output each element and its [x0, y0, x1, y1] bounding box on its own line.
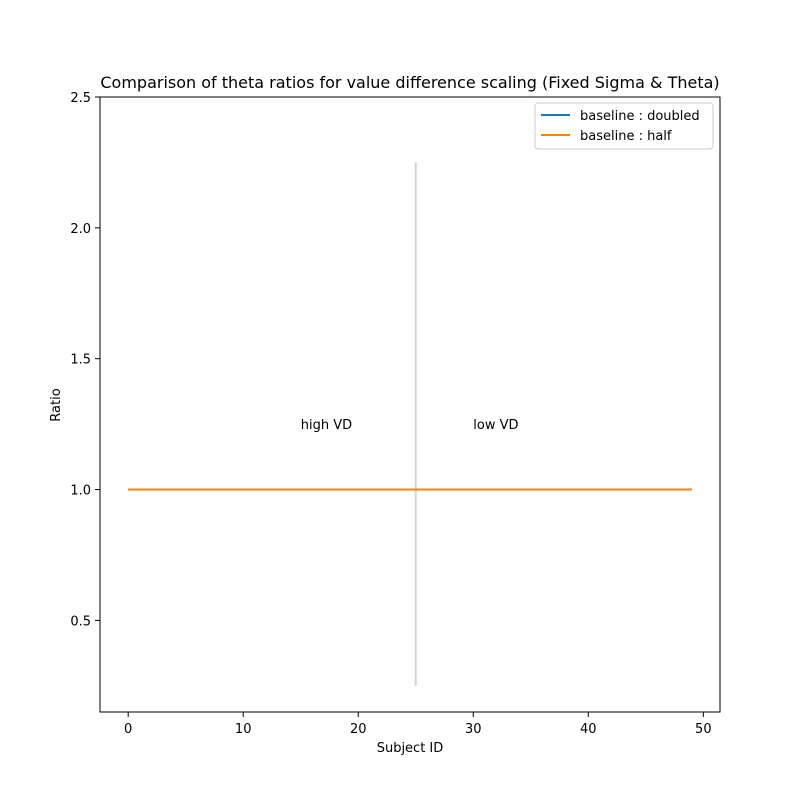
annotation-1: low VD	[473, 418, 518, 433]
plot-frame	[99, 96, 721, 713]
x-tick-label-0: 0	[124, 722, 132, 737]
y-axis-ticks: 0.5 1.0 1.5 2.0 2.5	[70, 91, 100, 629]
legend: baseline : doubled baseline : half	[534, 102, 714, 150]
x-axis-ticks: 0 10 20 30 40 50	[124, 712, 712, 737]
chart-title: Comparison of theta ratios for value dif…	[100, 73, 719, 92]
legend-label-doubled: baseline : doubled	[580, 109, 700, 124]
x-tick-label-5: 50	[695, 722, 712, 737]
y-tick-label-1: 1.0	[70, 484, 91, 499]
annotations: high VD low VD	[301, 418, 519, 433]
x-tick-label-1: 10	[235, 722, 252, 737]
annotation-0: high VD	[301, 418, 352, 433]
x-axis-label: Subject ID	[377, 741, 444, 756]
x-tick-label-3: 30	[465, 722, 482, 737]
legend-label-half: baseline : half	[580, 129, 672, 144]
y-tick-label-3: 2.0	[70, 222, 91, 237]
y-tick-label-0: 0.5	[70, 614, 91, 629]
plot-area: high VD low VD	[128, 162, 692, 686]
legend-box	[534, 102, 714, 150]
x-tick-label-2: 20	[350, 722, 367, 737]
y-axis-label: Ratio	[49, 388, 64, 421]
y-tick-label-4: 2.5	[70, 91, 91, 106]
y-tick-label-2: 1.5	[70, 353, 91, 368]
x-tick-label-4: 40	[580, 722, 597, 737]
